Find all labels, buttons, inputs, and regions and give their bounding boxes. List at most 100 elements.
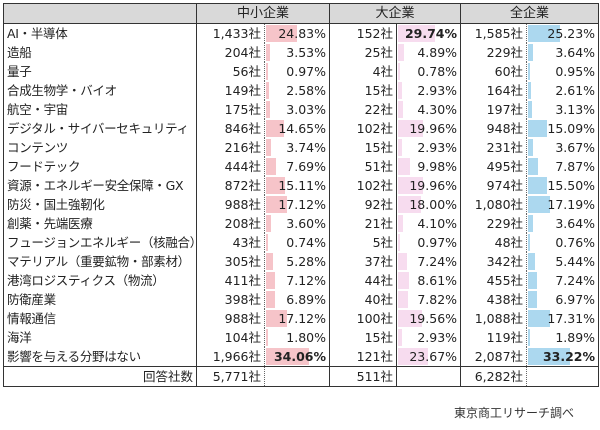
sme-count: 411社 <box>196 271 265 290</box>
sme-pct: 7.69% <box>264 157 331 176</box>
sme-pct: 3.74% <box>264 138 331 157</box>
sme-data-bar <box>266 63 268 80</box>
all-count: 1,080社 <box>460 195 528 214</box>
sme-count: 444社 <box>196 157 265 176</box>
row-label: 海洋 <box>3 328 197 347</box>
large-pct: 19.96% <box>396 176 462 195</box>
large-count: 102社 <box>329 119 398 138</box>
all-count: 948社 <box>460 119 528 138</box>
all-pct: 3.64% <box>526 214 600 233</box>
large-pct: 19.96% <box>396 119 462 138</box>
table-row: 防衛産業 398社 6.89% 40社 7.82% 438社 6.97% <box>3 290 600 309</box>
large-pct-value: 23.67% <box>409 349 458 364</box>
all-pct-value: 17.19% <box>547 197 596 212</box>
row-label: 影響を与える分野はない <box>3 347 197 367</box>
sme-pct: 14.65% <box>264 119 331 138</box>
sme-data-bar <box>266 234 268 251</box>
sme-pct: 6.89% <box>264 290 331 309</box>
large-pct: 0.97% <box>396 233 462 252</box>
table-row: 造船 204社 3.53% 25社 4.89% 229社 3.64% <box>3 43 600 62</box>
large-pct: 0.78% <box>396 62 462 81</box>
sme-data-bar <box>266 139 271 156</box>
all-pct: 3.67% <box>526 138 600 157</box>
all-pct: 15.09% <box>526 119 600 138</box>
all-data-bar <box>528 177 548 194</box>
table-row: 合成生物学・バイオ 149社 2.58% 15社 2.93% 164社 2.61% <box>3 81 600 100</box>
large-data-bar <box>398 82 402 99</box>
all-pct-value: 3.13% <box>555 102 596 117</box>
all-data-bar <box>528 329 531 346</box>
sme-count: 1,966社 <box>196 347 265 367</box>
row-label: 港湾ロジスティクス（物流） <box>3 271 197 290</box>
all-count: 2,087社 <box>460 347 528 367</box>
all-pct-value: 15.50% <box>547 178 596 193</box>
table-row: 資源・エネルギー安全保障・GX 872社 15.11% 102社 19.96% 974社 1… <box>3 176 600 195</box>
row-label: 資源・エネルギー安全保障・GX <box>3 176 197 195</box>
all-pct: 15.50% <box>526 176 600 195</box>
table-row: デジタル・サイバーセキュリティ 846社 14.65% 102社 19.96% 948社 1… <box>3 119 600 138</box>
sme-pct: 0.97% <box>264 62 331 81</box>
all-data-bar <box>528 158 538 175</box>
sme-data-bar <box>266 25 298 42</box>
sme-pct-value: 14.65% <box>278 121 327 136</box>
table-row: 量子 56社 0.97% 4社 0.78% 60社 0.95% <box>3 62 600 81</box>
sme-pct: 1.80% <box>264 328 331 347</box>
large-data-bar <box>398 329 402 346</box>
all-pct-value: 3.64% <box>555 216 596 231</box>
footer-label: 回答社数 <box>3 366 197 387</box>
all-pct-value: 17.31% <box>547 311 596 326</box>
sme-pct: 34.06% <box>264 347 331 367</box>
all-pct: 5.44% <box>526 252 600 271</box>
row-label: 創薬・先端医療 <box>3 214 197 233</box>
all-count: 455社 <box>460 271 528 290</box>
large-count: 15社 <box>329 81 398 100</box>
large-pct-value: 4.89% <box>417 45 458 60</box>
row-label: 航空・宇宙 <box>3 100 197 119</box>
table-row: 影響を与える分野はない 1,966社 34.06% 121社 23.67% 2,087社 3… <box>3 347 600 367</box>
row-label: デジタル・サイバーセキュリティ <box>3 119 197 138</box>
all-pct-value: 33.22% <box>542 349 596 364</box>
large-data-bar <box>398 101 404 118</box>
large-pct-value: 19.96% <box>409 121 458 136</box>
large-data-bar <box>398 348 428 365</box>
large-data-bar <box>398 177 423 194</box>
table-row: 情報通信 988社 17.12% 100社 19.56% 1,088社 17.31% <box>3 309 600 328</box>
large-pct: 2.93% <box>396 328 462 347</box>
all-pct: 25.23% <box>526 23 600 43</box>
all-count: 1,088社 <box>460 309 528 328</box>
large-pct-value: 4.30% <box>417 102 458 117</box>
large-pct: 7.24% <box>396 252 462 271</box>
all-count: 229社 <box>460 43 528 62</box>
source-credit: 東京商工リサーチ調べ <box>454 406 575 420</box>
sme-pct-value: 34.06% <box>273 349 327 364</box>
header-large: 大企業 <box>329 3 462 24</box>
all-count: 197社 <box>460 100 528 119</box>
large-pct-value: 0.78% <box>417 64 458 79</box>
large-pct-value: 8.61% <box>417 273 458 288</box>
large-count: 44社 <box>329 271 398 290</box>
large-data-bar <box>398 310 423 327</box>
sme-pct: 3.03% <box>264 100 331 119</box>
sme-count: 56社 <box>196 62 265 81</box>
large-data-bar <box>398 291 408 308</box>
large-count: 22社 <box>329 100 398 119</box>
table-row: コンテンツ 216社 3.74% 15社 2.93% 231社 3.67% <box>3 138 600 157</box>
large-pct-value: 2.93% <box>417 140 458 155</box>
large-data-bar <box>398 139 402 156</box>
all-count: 438社 <box>460 290 528 309</box>
sme-pct-value: 3.74% <box>286 140 327 155</box>
large-data-bar <box>398 253 408 270</box>
sme-data-bar <box>266 120 285 137</box>
footer-sme-pct-blank <box>264 366 331 387</box>
sme-pct-value: 7.12% <box>286 273 327 288</box>
all-count: 119社 <box>460 328 528 347</box>
sme-count: 104社 <box>196 328 265 347</box>
all-pct: 2.61% <box>526 81 600 100</box>
sme-count: 216社 <box>196 138 265 157</box>
large-count: 40社 <box>329 290 398 309</box>
header-sme: 中小企業 <box>195 3 331 24</box>
sme-pct: 5.28% <box>264 252 331 271</box>
sme-count: 846社 <box>196 119 265 138</box>
sme-pct-value: 17.12% <box>278 311 327 326</box>
all-pct-value: 1.89% <box>555 330 596 345</box>
